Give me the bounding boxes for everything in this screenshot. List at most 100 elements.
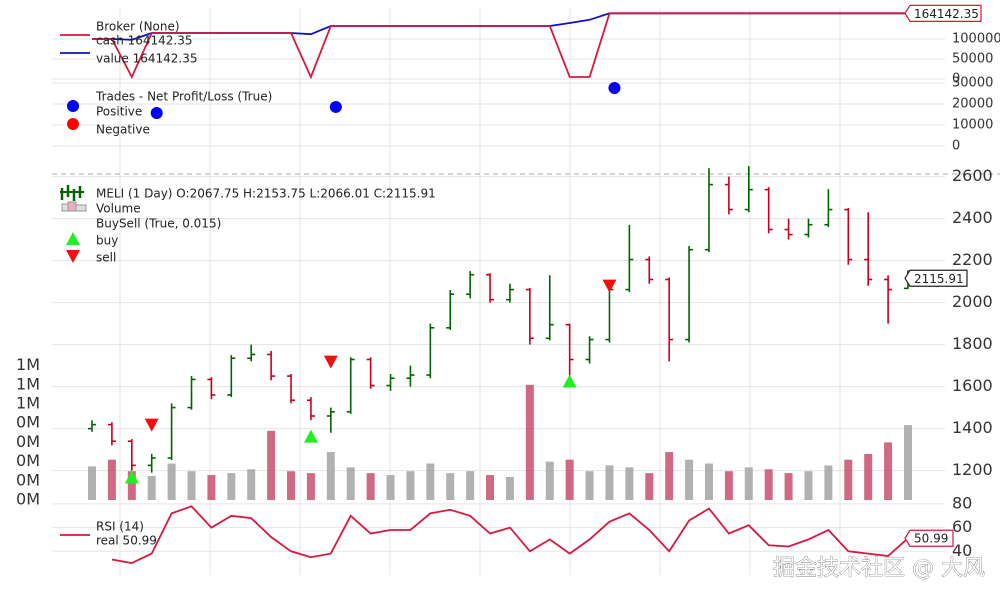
volume-bar	[247, 469, 256, 500]
volume-bar	[466, 471, 475, 500]
x-grid	[119, 8, 841, 575]
volume-bar	[724, 471, 733, 500]
volume-bar	[187, 471, 196, 500]
legend-label: Negative	[96, 123, 150, 137]
legend-label: RSI (14)	[96, 520, 144, 534]
legend-label: buy	[96, 234, 118, 248]
y-tick-label: 0	[952, 72, 960, 87]
y-tick-label: 2200	[952, 250, 993, 269]
volume-bar	[824, 465, 833, 500]
volume-bar	[267, 430, 276, 500]
y-tick-label: 2600	[952, 166, 993, 185]
buy-marker	[562, 374, 577, 388]
volume-bar	[107, 459, 116, 500]
buy-marker	[124, 470, 139, 484]
volume-bar	[167, 463, 176, 500]
y-tick-label: 20000	[952, 97, 993, 112]
value-tag	[904, 4, 982, 22]
trade-point	[329, 100, 342, 113]
volume-bar	[585, 471, 594, 500]
volume-bar	[665, 452, 674, 500]
volume-bar	[127, 471, 136, 500]
legend-label: cash 164142.35	[96, 34, 193, 48]
legend-swatch	[75, 204, 87, 212]
value-tag-label: 50.99	[914, 532, 948, 546]
legend-label: real 50.99	[96, 534, 157, 548]
volume-bar	[386, 475, 395, 500]
volume-bar	[207, 475, 216, 500]
volume-bar	[446, 473, 455, 500]
y-tick-label: 1M	[16, 374, 40, 393]
y-tick-label: 2400	[952, 208, 993, 227]
value-tag-label: 2115.91	[914, 272, 964, 286]
trade-point	[150, 107, 163, 120]
legend-swatch	[67, 201, 77, 212]
volume-bar	[645, 473, 654, 500]
volume-bar	[844, 459, 853, 500]
volume-bar	[884, 442, 893, 500]
legend-label: value 164142.35	[96, 52, 197, 66]
volume-bar	[784, 473, 793, 500]
volume-bar	[525, 384, 534, 500]
y-tick-label: 0	[952, 139, 960, 154]
y-tick-label: 1M	[16, 355, 40, 374]
y-tick-label: 0M	[16, 490, 40, 509]
volume-bar	[306, 473, 315, 500]
volume-bar	[904, 425, 912, 500]
sell-marker	[144, 418, 159, 432]
volume-bar	[326, 452, 335, 500]
volume-bar	[685, 459, 694, 500]
series-line	[111, 505, 909, 565]
volume-bar	[147, 476, 156, 500]
volume-bar	[545, 461, 554, 500]
value-tag	[904, 529, 954, 547]
y-tick-label: 1M	[16, 394, 40, 413]
legend-swatch	[66, 250, 80, 263]
y-tick-label: 30000	[952, 76, 993, 91]
y-tick-label: 100000	[952, 32, 1000, 47]
trade-point	[608, 82, 621, 95]
volume-bar	[346, 467, 355, 500]
volume-bar	[486, 475, 495, 500]
legend-label: Positive	[96, 105, 142, 119]
volume-bar	[744, 467, 753, 500]
y-tick-label: 1800	[952, 334, 993, 353]
volume-bar	[505, 476, 514, 500]
volume-bar	[88, 466, 96, 500]
legend-swatch	[67, 118, 79, 130]
volume-bar	[864, 453, 873, 500]
y-tick-label: 0M	[16, 451, 40, 470]
volume-bar	[287, 471, 296, 500]
y-tick-label: 60	[952, 517, 972, 536]
legend-swatch	[61, 203, 69, 212]
y-tick-label: 10000	[952, 118, 993, 133]
y-tick-label: 80	[952, 493, 972, 512]
y-tick-label: 2000	[952, 292, 993, 311]
legend-label: Volume	[96, 202, 141, 216]
value-tag	[904, 269, 968, 287]
volume-bar	[764, 469, 773, 500]
volume-bar	[366, 473, 375, 500]
volume-bar	[625, 467, 634, 500]
volume-bar	[605, 465, 614, 500]
buy-marker	[303, 429, 318, 443]
y-tick-label: 1400	[952, 418, 993, 437]
volume-bar	[426, 463, 435, 500]
y-tick-label: 40	[952, 541, 972, 560]
legend-label: Broker (None)	[96, 20, 180, 34]
legend-label: Trades - Net Profit/Loss (True)	[95, 90, 272, 104]
legend-swatch	[66, 232, 80, 245]
watermark: 掘金技术社区 @ 大风	[773, 556, 985, 581]
y-tick-label: 50000	[952, 52, 993, 67]
sell-marker	[323, 355, 338, 369]
legend-label: MELI (1 Day) O:2067.75 H:2153.75 L:2066.…	[96, 187, 436, 201]
y-tick-label: 0M	[16, 413, 40, 432]
legend-swatch	[67, 100, 79, 112]
volume-bar	[704, 463, 713, 500]
value-tag-label: 164142.35	[914, 7, 979, 21]
volume-bar	[804, 471, 813, 500]
y-tick-label: 0M	[16, 470, 40, 489]
y-tick-label: 0M	[16, 432, 40, 451]
